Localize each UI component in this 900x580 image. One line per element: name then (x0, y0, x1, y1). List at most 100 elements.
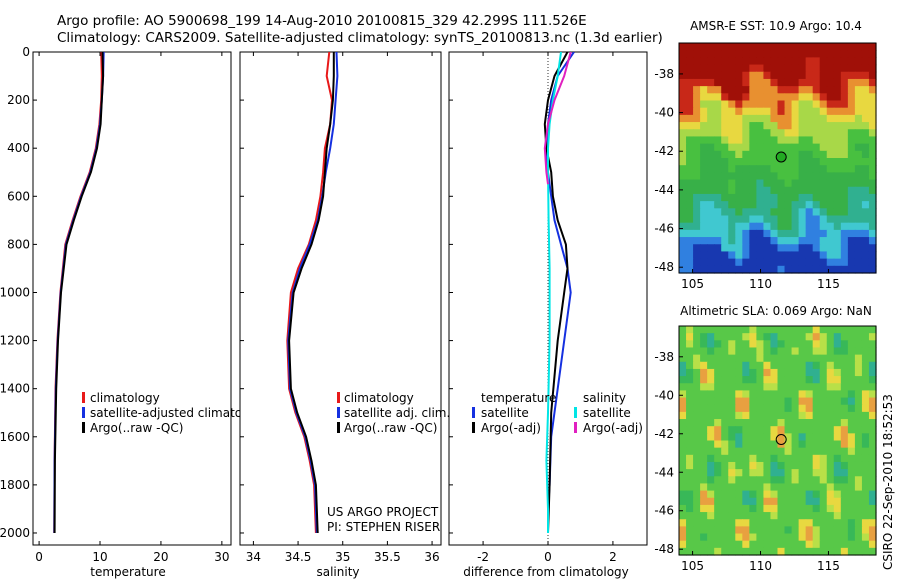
map-cell (868, 497, 877, 506)
map-cell (742, 469, 750, 477)
map-cell (735, 333, 743, 341)
map-cell (819, 150, 828, 159)
map-cell (700, 265, 708, 274)
map-cell (679, 244, 687, 253)
map-cell (784, 326, 793, 334)
map-cell (714, 497, 722, 506)
map-cell (700, 229, 708, 238)
map-cell (833, 150, 842, 159)
map-cell (693, 258, 701, 267)
map-cell (707, 186, 715, 195)
map-cell (735, 497, 743, 506)
map-cell (686, 440, 694, 449)
map-cell (819, 368, 828, 377)
map-cell (805, 244, 814, 253)
map-cell (854, 208, 863, 217)
map-cell (728, 114, 736, 123)
map-cell (798, 547, 807, 556)
map-cell (868, 158, 877, 166)
map-cell (700, 347, 708, 356)
map-cell (854, 201, 863, 209)
map-cell (861, 519, 870, 527)
map-cell (840, 426, 849, 434)
map-cell (798, 172, 807, 181)
map-cell (714, 483, 722, 492)
map-cell (826, 483, 835, 492)
map-cell (679, 404, 687, 413)
map-cell (812, 222, 821, 231)
map-cell (693, 469, 701, 477)
map-cell (791, 57, 800, 66)
map-cell (784, 440, 793, 449)
map-cell (749, 340, 757, 349)
map-cell (861, 193, 870, 202)
map-cell (728, 383, 736, 392)
map-cell (693, 376, 701, 384)
map-cell (742, 454, 750, 463)
map-cell (749, 258, 757, 267)
map-cell (700, 476, 708, 485)
map-cell (847, 150, 856, 159)
map-cell (735, 476, 743, 485)
map-cell (798, 333, 807, 341)
map-cell (721, 326, 729, 334)
map-cell (679, 411, 687, 420)
map-cell (756, 208, 765, 217)
map-cell (735, 193, 743, 202)
map-cell (770, 540, 779, 549)
map-cell (798, 50, 807, 58)
map-cell (707, 426, 715, 434)
map-cell (805, 440, 814, 449)
map-cell (847, 354, 856, 363)
map-cell (784, 490, 793, 499)
map-cell (735, 483, 743, 492)
map-cell (700, 186, 708, 195)
map-cell (756, 390, 765, 399)
map-cell (847, 376, 856, 384)
map-cell (763, 469, 772, 477)
map-cell (805, 93, 814, 102)
map-cell (742, 361, 750, 370)
map-cell (735, 78, 743, 87)
map-cell (798, 483, 807, 492)
map-cell (854, 64, 863, 73)
map-cell (756, 383, 765, 392)
map-cell (700, 43, 708, 51)
map-cell (777, 229, 786, 238)
map-cell (763, 419, 772, 427)
map-cell (700, 547, 708, 556)
map-cell (763, 201, 772, 209)
map-cell (714, 354, 722, 363)
map-cell (791, 504, 800, 513)
map-cell (707, 172, 715, 181)
map-cell (784, 383, 793, 392)
y-tick-label: 600 (7, 189, 30, 203)
map-cell (749, 397, 757, 406)
map-cell (693, 114, 701, 123)
map-cell (707, 447, 715, 456)
map-cell (868, 376, 877, 384)
map-cell (868, 71, 877, 80)
map-cell (679, 533, 687, 542)
map-cell (763, 447, 772, 456)
map-cell (847, 347, 856, 356)
map-cell (700, 86, 708, 94)
map-cell (826, 376, 835, 384)
map-cell (861, 469, 870, 477)
map-cell (833, 114, 842, 123)
y-tick-label: 0 (22, 45, 30, 59)
map-cell (840, 244, 849, 253)
map-cell (791, 78, 800, 87)
map-cell (693, 447, 701, 456)
salinity-axes-frame (239, 51, 442, 546)
map-cell (777, 504, 786, 513)
map-cell (791, 215, 800, 224)
map-cell (686, 512, 694, 520)
map-x-tick-label: 110 (749, 559, 772, 573)
map-cell (763, 64, 772, 73)
map-cell (728, 172, 736, 181)
map-cell (714, 547, 722, 556)
map-cell (798, 411, 807, 420)
map-cell (756, 333, 765, 341)
map-cell (770, 193, 779, 202)
